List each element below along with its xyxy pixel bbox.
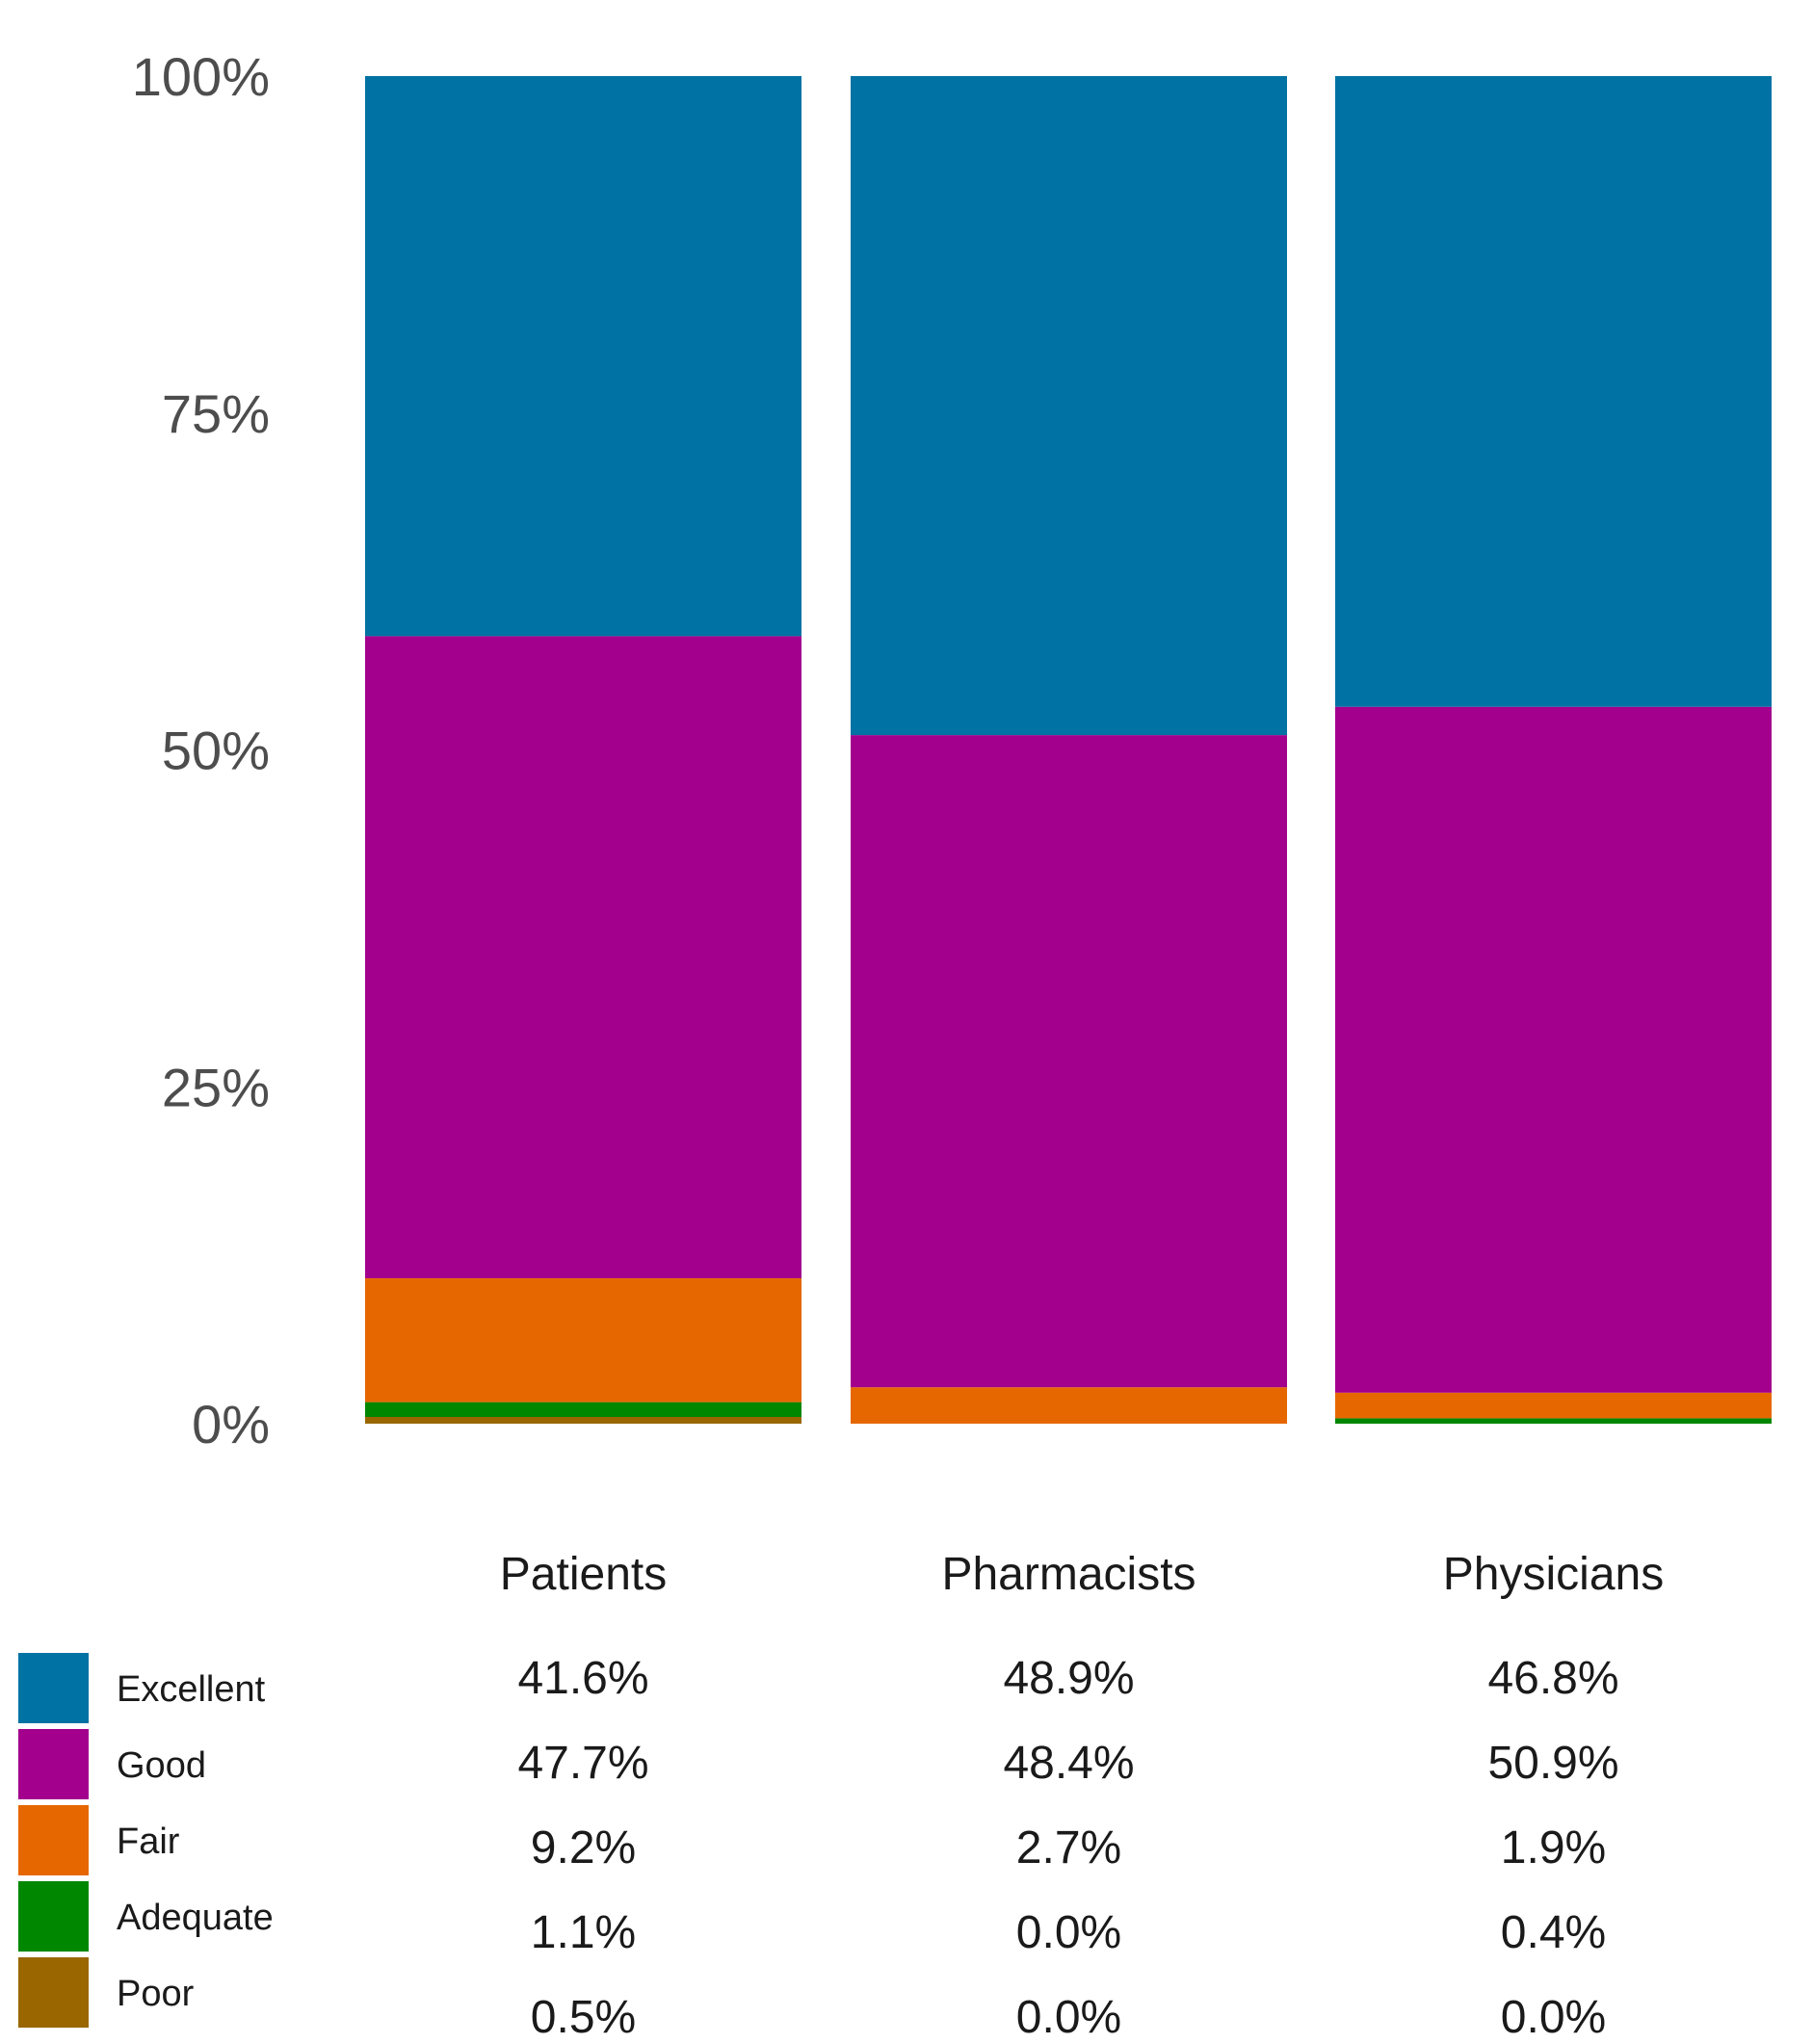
legend: Excellent Good Fair Adequate Poor xyxy=(18,1653,274,2028)
table-cell-poor-physicians: 0.0% xyxy=(1501,1992,1606,2043)
table-cell-fair-patients: 9.2% xyxy=(531,1822,636,1874)
table-cell-good-physicians: 50.9% xyxy=(1487,1738,1618,1789)
table-cell-fair-physicians: 1.9% xyxy=(1501,1822,1606,1874)
bar-segment-excellent-pharmacists xyxy=(851,76,1287,736)
legend-swatch-poor xyxy=(18,1957,89,2028)
table-cell-excellent-patients: 41.6% xyxy=(517,1653,648,1704)
legend-swatch-good xyxy=(18,1729,89,1799)
bar-segment-poor-patients xyxy=(365,1417,801,1424)
bar-segment-adequate-patients xyxy=(365,1402,801,1418)
y-axis: 0% 25% 50% 75% 100% xyxy=(132,46,270,1454)
table-cell-fair-pharmacists: 2.7% xyxy=(1016,1822,1121,1874)
legend-label: Fair xyxy=(117,1821,180,1862)
bar-segment-good-patients xyxy=(365,636,801,1279)
table-cell-poor-patients: 0.5% xyxy=(531,1992,636,2043)
bars xyxy=(365,76,1772,1424)
table-cell-poor-pharmacists: 0.0% xyxy=(1016,1992,1121,2043)
bar-segment-excellent-patients xyxy=(365,76,801,637)
table-cell-good-patients: 47.7% xyxy=(517,1738,648,1789)
table-cell-adequate-pharmacists: 0.0% xyxy=(1016,1907,1121,1958)
bar-segment-fair-physicians xyxy=(1335,1392,1772,1419)
legend-label: Poor xyxy=(117,1974,195,2014)
y-tick-label: 100% xyxy=(132,46,270,107)
value-table: 41.6% 48.9% 46.8% 47.7% 48.4% 50.9% 9.2% 2.7% 1.… xyxy=(517,1653,1618,2043)
table-cell-adequate-patients: 1.1% xyxy=(531,1907,636,1958)
bar-segment-fair-patients xyxy=(365,1278,801,1402)
bar-segment-good-pharmacists xyxy=(851,735,1287,1388)
legend-swatch-fair xyxy=(18,1805,89,1875)
category-label: Pharmacists xyxy=(941,1549,1196,1600)
category-label: Patients xyxy=(500,1549,667,1600)
y-tick-label: 25% xyxy=(162,1057,270,1117)
y-tick-label: 0% xyxy=(192,1394,270,1454)
legend-label: Good xyxy=(117,1745,206,1786)
legend-swatch-excellent xyxy=(18,1653,89,1723)
table-cell-adequate-physicians: 0.4% xyxy=(1501,1907,1606,1958)
category-labels: Patients Pharmacists Physicians xyxy=(500,1549,1664,1600)
category-label: Physicians xyxy=(1443,1549,1664,1600)
y-tick-label: 75% xyxy=(162,383,270,444)
table-cell-excellent-physicians: 46.8% xyxy=(1487,1653,1618,1704)
bar-segment-excellent-physicians xyxy=(1335,76,1772,707)
bar-segment-adequate-physicians xyxy=(1335,1418,1772,1424)
table-cell-good-pharmacists: 48.4% xyxy=(1003,1738,1134,1789)
bar-segment-good-physicians xyxy=(1335,706,1772,1393)
bar-segment-fair-pharmacists xyxy=(851,1387,1287,1424)
y-tick-label: 50% xyxy=(162,721,270,781)
legend-label: Adequate xyxy=(117,1898,274,1938)
legend-swatch-adequate xyxy=(18,1881,89,1952)
table-cell-excellent-pharmacists: 48.9% xyxy=(1003,1653,1134,1704)
legend-label: Excellent xyxy=(117,1669,266,1710)
